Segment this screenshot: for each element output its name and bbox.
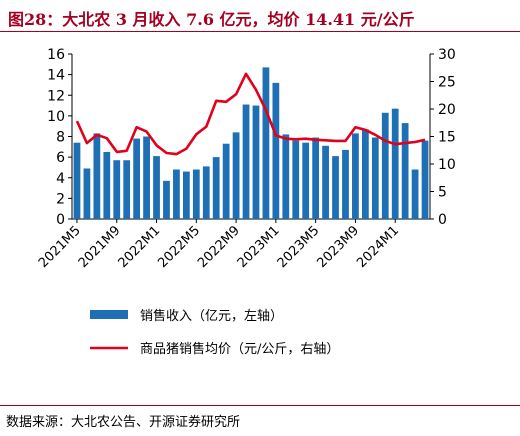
y-left-tick-label: 0: [56, 212, 65, 228]
bar: [93, 133, 101, 219]
x-tick-label: 2023M1: [235, 223, 283, 271]
title-divider: [0, 31, 520, 32]
y-left-tick-label: 14: [47, 68, 65, 84]
bar: [123, 160, 131, 219]
y-right-tick-label: 0: [438, 212, 447, 228]
bar: [252, 105, 260, 219]
x-tick-label: 2021M9: [76, 223, 124, 271]
y-left-tick-label: 16: [47, 47, 65, 63]
y-right-tick-label: 5: [438, 185, 447, 201]
bar-series: [73, 67, 429, 219]
chart-axes: [68, 53, 434, 223]
y-left-tick-label: 6: [56, 150, 65, 166]
bar: [73, 142, 81, 219]
x-tick-label: 2023M9: [314, 223, 362, 271]
x-tick-label: 2022M9: [195, 223, 243, 271]
x-tick-label: 2021M5: [36, 223, 84, 271]
bar: [182, 171, 190, 219]
bar: [232, 132, 240, 219]
y-left-tick-label: 2: [56, 191, 65, 207]
y-right-tick-label: 25: [438, 75, 456, 91]
bar: [192, 169, 200, 219]
bar: [153, 156, 160, 219]
y-right-tick-label: 30: [438, 47, 456, 63]
y-left-tick-label: 4: [56, 171, 65, 187]
chart-title: 图28：大北农 3 月收入 7.6 亿元，均价 14.41 元/公斤: [8, 10, 415, 29]
bar: [361, 129, 369, 219]
bar: [312, 137, 320, 219]
bar: [302, 142, 310, 219]
bar: [342, 149, 349, 219]
bar: [272, 82, 280, 219]
bar: [173, 169, 180, 219]
bar: [282, 134, 290, 219]
footer-divider: [0, 405, 520, 406]
y-left-tick-label: 10: [47, 109, 65, 125]
bar: [352, 133, 359, 219]
bar: [143, 136, 150, 219]
y-left-tick-label: 12: [47, 88, 65, 104]
bar: [391, 108, 399, 219]
x-tick-label: 2023M5: [275, 223, 323, 271]
bar: [332, 156, 339, 219]
y-left-tick-label: 8: [56, 130, 65, 146]
x-tick-label: 2022M1: [116, 223, 164, 271]
legend-label-bar: 销售收入（亿元，左轴）: [140, 308, 283, 324]
bar: [83, 168, 91, 219]
bar: [133, 138, 141, 219]
bar: [202, 166, 210, 219]
x-tick-label: 2022M5: [155, 223, 203, 271]
bar: [322, 145, 329, 219]
bar: [262, 67, 270, 219]
price-line: [75, 72, 426, 156]
legend-label-line: 商品猪销售均价（元/公斤，右轴）: [140, 341, 339, 357]
bar: [381, 112, 389, 219]
y-right-tick-label: 20: [438, 102, 456, 118]
bar: [222, 143, 230, 219]
bar: [292, 140, 300, 219]
bar: [163, 180, 170, 219]
legend-swatch-bar: [90, 310, 128, 319]
bar: [411, 169, 419, 219]
bar: [113, 160, 121, 219]
y-right-tick-label: 15: [438, 130, 456, 146]
bar: [242, 104, 250, 219]
bar: [103, 151, 111, 219]
bar: [371, 137, 379, 219]
line-series: [75, 72, 426, 156]
bar: [421, 140, 429, 219]
data-source: 数据来源：大北农公告、开源证券研究所: [6, 415, 241, 430]
chart-legend: 销售收入（亿元，左轴） 商品猪销售均价（元/公斤，右轴）: [90, 308, 339, 357]
bar: [401, 123, 409, 219]
x-tick-label: 2024M1: [354, 223, 402, 271]
y-right-tick-label: 10: [438, 157, 456, 173]
bar: [212, 157, 220, 219]
